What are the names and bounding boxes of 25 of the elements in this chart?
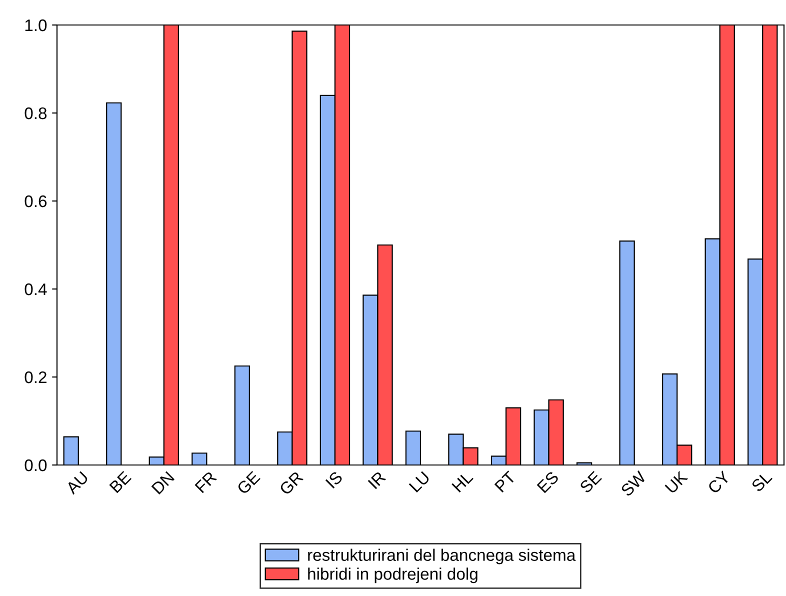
x-tick-label: DN xyxy=(151,471,175,494)
x-tick-label: LU xyxy=(408,471,430,493)
x-tick-label: UK xyxy=(664,470,688,494)
x-tick-label: FR xyxy=(194,470,218,494)
x-tick-label: IS xyxy=(325,470,344,489)
x-tick-label: AU xyxy=(65,471,89,495)
x-tick-label: SW xyxy=(620,470,647,497)
x-tick-label: GR xyxy=(278,470,304,496)
x-tick-label: BE xyxy=(109,470,132,494)
legend-label: hibridi in podrejeni dolg xyxy=(308,568,478,584)
y-tick-label: 0.2 xyxy=(24,371,46,384)
x-tick-label: HL xyxy=(452,470,474,492)
legend-label: restrukturirani del bancnega sistema xyxy=(308,548,576,564)
x-tick-label: PT xyxy=(494,470,516,492)
x-tick-label: IR xyxy=(368,470,386,490)
y-tick-label: 0.4 xyxy=(24,283,47,296)
y-tick-label: 1.0 xyxy=(25,19,47,32)
y-tick-label: 0.8 xyxy=(24,107,47,120)
y-tick-label: 0.6 xyxy=(24,195,47,208)
x-tick-label: GE xyxy=(236,470,261,495)
x-tick-label: CY xyxy=(707,470,731,494)
x-tick-label: SL xyxy=(750,470,773,492)
x-tick-label: SE xyxy=(579,470,602,494)
x-tick-label: ES xyxy=(536,470,560,494)
y-tick-label: 0.0 xyxy=(24,459,47,472)
